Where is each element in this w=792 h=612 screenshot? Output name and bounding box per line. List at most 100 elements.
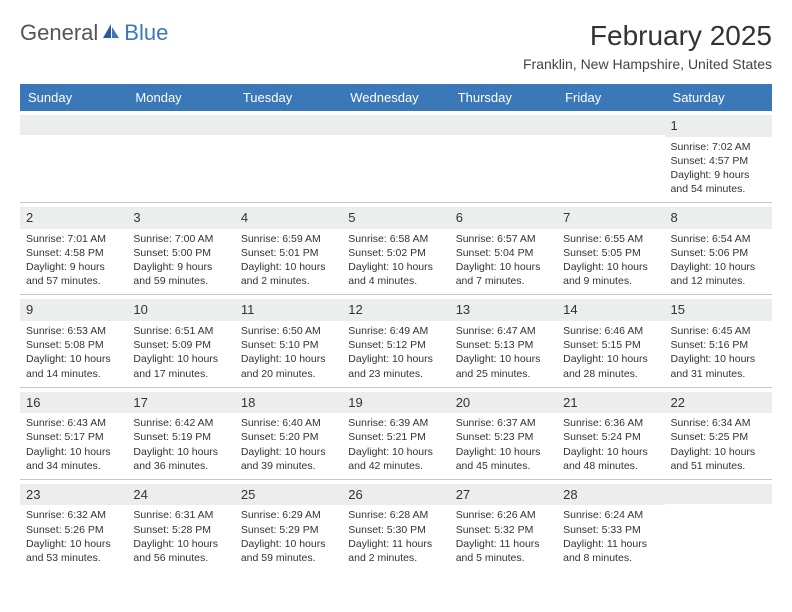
- day-header: Saturday: [665, 84, 772, 111]
- sunset-text: Sunset: 5:23 PM: [456, 430, 551, 444]
- empty-day: [235, 115, 342, 135]
- calendar-day: [665, 480, 772, 571]
- sunset-text: Sunset: 5:32 PM: [456, 523, 551, 537]
- daylight-text: Daylight: 10 hours and 42 minutes.: [348, 445, 443, 473]
- calendar-day: 15Sunrise: 6:45 AMSunset: 5:16 PMDayligh…: [665, 295, 772, 386]
- day-header: Thursday: [450, 84, 557, 111]
- day-header: Friday: [557, 84, 664, 111]
- daylight-text: Daylight: 10 hours and 25 minutes.: [456, 352, 551, 380]
- logo-text-2: Blue: [124, 20, 168, 46]
- calendar-day: 25Sunrise: 6:29 AMSunset: 5:29 PMDayligh…: [235, 480, 342, 571]
- sunset-text: Sunset: 5:26 PM: [26, 523, 121, 537]
- day-number: 6: [450, 207, 557, 229]
- day-number: 19: [342, 392, 449, 414]
- day-number: 5: [342, 207, 449, 229]
- daylight-text: Daylight: 10 hours and 4 minutes.: [348, 260, 443, 288]
- calendar-day: 14Sunrise: 6:46 AMSunset: 5:15 PMDayligh…: [557, 295, 664, 386]
- calendar-day: [557, 111, 664, 202]
- day-number: 18: [235, 392, 342, 414]
- sunset-text: Sunset: 4:57 PM: [671, 154, 766, 168]
- daylight-text: Daylight: 10 hours and 17 minutes.: [133, 352, 228, 380]
- daylight-text: Daylight: 10 hours and 23 minutes.: [348, 352, 443, 380]
- daylight-text: Daylight: 10 hours and 45 minutes.: [456, 445, 551, 473]
- page-title: February 2025: [523, 20, 772, 52]
- day-number: 15: [665, 299, 772, 321]
- calendar-week: 9Sunrise: 6:53 AMSunset: 5:08 PMDaylight…: [20, 295, 772, 387]
- calendar-week: 16Sunrise: 6:43 AMSunset: 5:17 PMDayligh…: [20, 388, 772, 480]
- calendar-body: 1 Sunrise: 7:02 AMSunset: 4:57 PM Daylight…: [20, 111, 772, 571]
- sunset-text: Sunset: 5:30 PM: [348, 523, 443, 537]
- calendar-day: 10Sunrise: 6:51 AMSunset: 5:09 PMDayligh…: [127, 295, 234, 386]
- sunrise-text: Sunrise: 6:28 AM: [348, 508, 443, 522]
- daylight-text: Daylight: 10 hours and 39 minutes.: [241, 445, 336, 473]
- day-number: 22: [665, 392, 772, 414]
- daylight-text: Daylight: 10 hours and 2 minutes.: [241, 260, 336, 288]
- calendar-day: 12Sunrise: 6:49 AMSunset: 5:12 PMDayligh…: [342, 295, 449, 386]
- sunset-text: Sunset: 5:17 PM: [26, 430, 121, 444]
- day-number: 25: [235, 484, 342, 506]
- calendar-day: 13Sunrise: 6:47 AMSunset: 5:13 PMDayligh…: [450, 295, 557, 386]
- empty-day: [20, 115, 127, 135]
- day-number: 26: [342, 484, 449, 506]
- daylight-text: Daylight: 10 hours and 12 minutes.: [671, 260, 766, 288]
- day-number: 11: [235, 299, 342, 321]
- sunset-text: Sunset: 5:24 PM: [563, 430, 658, 444]
- day-number: 8: [665, 207, 772, 229]
- sunrise-text: Sunrise: 7:02 AM: [671, 140, 766, 154]
- calendar-day: 19Sunrise: 6:39 AMSunset: 5:21 PMDayligh…: [342, 388, 449, 479]
- calendar-week: 23Sunrise: 6:32 AMSunset: 5:26 PMDayligh…: [20, 480, 772, 571]
- calendar-day: 4Sunrise: 6:59 AMSunset: 5:01 PMDaylight…: [235, 203, 342, 294]
- sunrise-text: Sunrise: 6:39 AM: [348, 416, 443, 430]
- sunrise-text: Sunrise: 6:46 AM: [563, 324, 658, 338]
- calendar-day: 26 Sunrise: 6:28 AMSunset: 5:30 PMDayligh…: [342, 480, 449, 571]
- calendar-day: [342, 111, 449, 202]
- sunrise-text: Sunrise: 7:01 AM: [26, 232, 121, 246]
- calendar-day: [450, 111, 557, 202]
- sunrise-text: Sunrise: 6:58 AM: [348, 232, 443, 246]
- sunrise-text: Sunrise: 6:31 AM: [133, 508, 228, 522]
- sunset-text: Sunset: 5:02 PM: [348, 246, 443, 260]
- daylight-text: Daylight: 11 hours and 5 minutes.: [456, 537, 551, 565]
- calendar-day: 28Sunrise: 6:24 AMSunset: 5:33 PMDayligh…: [557, 480, 664, 571]
- sunrise-text: Sunrise: 6:47 AM: [456, 324, 551, 338]
- sunset-text: Sunset: 4:58 PM: [26, 246, 121, 260]
- calendar-day: 1Sunrise: 7:02 AMSunset: 4:57 PMDaylight…: [665, 111, 772, 202]
- day-number: 21: [557, 392, 664, 414]
- page-header: General Blue February 2025 Franklin, New…: [20, 20, 772, 72]
- sunrise-text: Sunrise: 6:34 AM: [671, 416, 766, 430]
- day-header: Tuesday: [235, 84, 342, 111]
- calendar-day: [20, 111, 127, 202]
- calendar-day: 6Sunrise: 6:57 AMSunset: 5:04 PMDaylight…: [450, 203, 557, 294]
- sunrise-text: Sunrise: 6:50 AM: [241, 324, 336, 338]
- calendar-day: 2Sunrise: 7:01 AMSunset: 4:58 PMDaylight…: [20, 203, 127, 294]
- calendar-day: 9Sunrise: 6:53 AMSunset: 5:08 PMDaylight…: [20, 295, 127, 386]
- daylight-text: Daylight: 11 hours and 2 minutes.: [348, 537, 443, 565]
- day-number: 2: [20, 207, 127, 229]
- calendar-header-row: SundayMondayTuesdayWednesdayThursdayFrid…: [20, 84, 772, 111]
- sunrise-text: Sunrise: 6:26 AM: [456, 508, 551, 522]
- day-number: 23: [20, 484, 127, 506]
- sunrise-text: Sunrise: 6:24 AM: [563, 508, 658, 522]
- daylight-text: Daylight: 10 hours and 53 minutes.: [26, 537, 121, 565]
- calendar-day: 21Sunrise: 6:36 AMSunset: 5:24 PMDayligh…: [557, 388, 664, 479]
- daylight-text: Daylight: 10 hours and 31 minutes.: [671, 352, 766, 380]
- sunset-text: Sunset: 5:25 PM: [671, 430, 766, 444]
- calendar-day: 5 Sunrise: 6:58 AMSunset: 5:02 PMDaylight…: [342, 203, 449, 294]
- sunrise-text: Sunrise: 6:53 AM: [26, 324, 121, 338]
- calendar-day: [235, 111, 342, 202]
- calendar-day: 8Sunrise: 6:54 AMSunset: 5:06 PMDaylight…: [665, 203, 772, 294]
- sunrise-text: Sunrise: 6:57 AM: [456, 232, 551, 246]
- sunset-text: Sunset: 5:29 PM: [241, 523, 336, 537]
- sunrise-text: Sunrise: 6:29 AM: [241, 508, 336, 522]
- day-number: 1: [665, 115, 772, 137]
- daylight-text: Daylight: 10 hours and 34 minutes.: [26, 445, 121, 473]
- sunset-text: Sunset: 5:10 PM: [241, 338, 336, 352]
- daylight-text: Daylight: 10 hours and 7 minutes.: [456, 260, 551, 288]
- sunrise-text: Sunrise: 6:40 AM: [241, 416, 336, 430]
- calendar: SundayMondayTuesdayWednesdayThursdayFrid…: [20, 84, 772, 571]
- sunrise-text: Sunrise: 6:54 AM: [671, 232, 766, 246]
- sail-icon: [101, 20, 121, 46]
- sunset-text: Sunset: 5:28 PM: [133, 523, 228, 537]
- sunset-text: Sunset: 5:15 PM: [563, 338, 658, 352]
- day-number: 9: [20, 299, 127, 321]
